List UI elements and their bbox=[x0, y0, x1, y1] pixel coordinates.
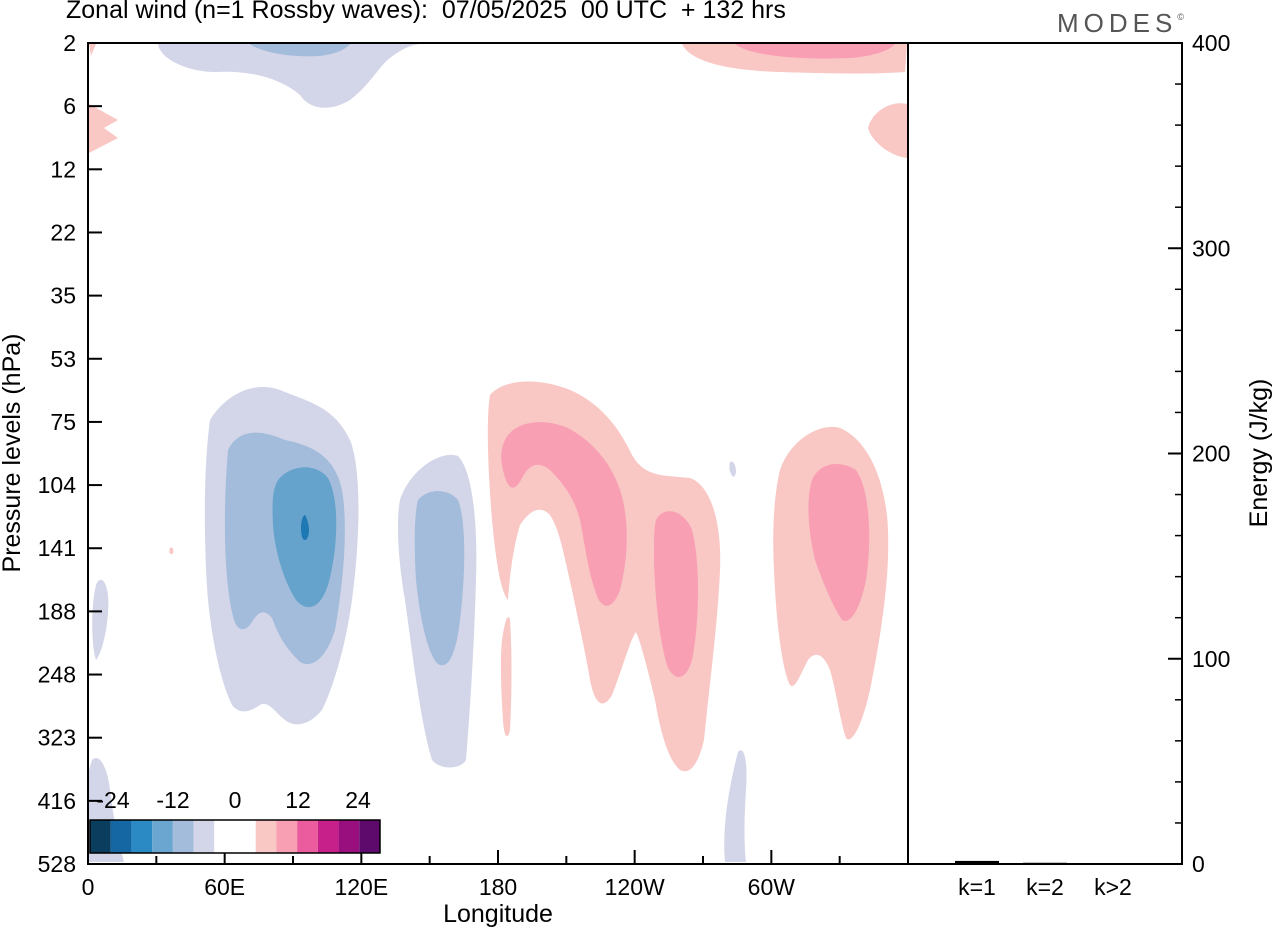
contour-region-pos2 bbox=[654, 511, 698, 678]
contour-region-pos1 bbox=[89, 104, 118, 153]
x-tick-label: 120E bbox=[334, 874, 388, 900]
colorbar-swatch bbox=[276, 820, 298, 853]
energy-axes: 0 100 200 300 400 k=1 k=2 k>2 bbox=[955, 30, 1230, 900]
contour-region-neg4 bbox=[301, 515, 309, 540]
energy-tick-label: 300 bbox=[1192, 235, 1230, 261]
contour-region-neg2 bbox=[250, 44, 350, 57]
energy-tick-label: 0 bbox=[1192, 851, 1205, 877]
y-tick-label: 2 bbox=[63, 30, 76, 56]
x-axis-title: Longitude bbox=[443, 900, 553, 928]
y-tick-label: 75 bbox=[50, 409, 76, 435]
brand-text: MODES bbox=[1057, 8, 1178, 38]
contour-region-neg1 bbox=[729, 461, 736, 477]
colorbar-swatch bbox=[255, 820, 277, 853]
y-tick-label: 104 bbox=[38, 472, 77, 498]
contour-region-pos1 bbox=[169, 547, 174, 555]
colorbar-swatch bbox=[193, 820, 215, 853]
colorbar-label: 12 bbox=[285, 787, 311, 813]
energy-bar bbox=[1023, 862, 1067, 864]
energy-axis-title: Energy (J/kg) bbox=[1245, 379, 1273, 528]
energy-tick-label: 100 bbox=[1192, 646, 1230, 672]
contour-region-neg2 bbox=[414, 491, 465, 666]
contour-region-pos1 bbox=[500, 616, 512, 736]
x-tick-label: 60W bbox=[748, 874, 796, 900]
contour-region-pos2 bbox=[735, 44, 895, 59]
contour-field bbox=[89, 44, 907, 862]
chart-title: Zonal wind (n=1 Rossby waves): 07/05/202… bbox=[66, 0, 786, 24]
y-axis-title: Pressure levels (hPa) bbox=[0, 334, 26, 573]
colorbar-swatch bbox=[338, 820, 360, 853]
colorbar-label: 0 bbox=[229, 787, 242, 813]
copyright-mark: © bbox=[1177, 12, 1184, 22]
y-tick-label: 12 bbox=[50, 156, 76, 182]
colorbar-swatch bbox=[359, 820, 380, 853]
energy-bar bbox=[1091, 863, 1135, 865]
x-tick-label: 60E bbox=[204, 874, 245, 900]
x-tick-label: 0 bbox=[82, 874, 95, 900]
colorbar-swatch bbox=[152, 820, 173, 853]
energy-category-label: k=2 bbox=[1026, 874, 1064, 900]
y-tick-label: 248 bbox=[38, 662, 76, 688]
y-tick-label: 416 bbox=[38, 788, 76, 814]
energy-bar bbox=[955, 860, 999, 864]
contour-region-pos2 bbox=[501, 422, 627, 606]
colorbar-swatch bbox=[235, 820, 256, 853]
y-tick-label: 323 bbox=[38, 725, 76, 751]
energy-tick-label: 400 bbox=[1192, 30, 1230, 56]
x-tick-label: 180 bbox=[479, 874, 517, 900]
colorbar-swatch bbox=[214, 820, 235, 853]
colorbar-swatch bbox=[297, 820, 318, 853]
contour-region-neg1 bbox=[92, 579, 109, 660]
contour-region-neg1 bbox=[158, 44, 420, 108]
y-tick-label: 53 bbox=[50, 346, 76, 372]
colorbar-frame bbox=[89, 819, 381, 854]
energy-tick-label: 200 bbox=[1192, 441, 1230, 467]
colorbar-swatch bbox=[110, 820, 132, 853]
colorbar-swatch bbox=[90, 820, 111, 853]
contour-region-pos1 bbox=[868, 103, 907, 158]
colorbar-label: 24 bbox=[345, 787, 371, 813]
colorbar: -24 -12 0 12 24 bbox=[89, 787, 381, 854]
y-tick-label: 188 bbox=[38, 598, 76, 624]
modes-logo: MODES© bbox=[1057, 8, 1184, 39]
colorbar-label: -12 bbox=[156, 787, 189, 813]
x-tick-label: 120W bbox=[605, 874, 665, 900]
contour-region-pos2 bbox=[808, 464, 870, 621]
contour-region-pos1 bbox=[89, 44, 96, 56]
colorbar-swatch bbox=[131, 820, 153, 853]
contour-region-neg1 bbox=[724, 750, 747, 862]
y-tick-label: 35 bbox=[50, 283, 76, 309]
energy-category-label: k>2 bbox=[1094, 874, 1132, 900]
colorbar-swatch bbox=[317, 820, 339, 853]
y-tick-label: 6 bbox=[63, 93, 76, 119]
y-tick-label: 141 bbox=[38, 535, 76, 561]
y-tick-label: 22 bbox=[50, 219, 76, 245]
colorbar-label: -24 bbox=[96, 787, 129, 813]
colorbar-swatch bbox=[172, 820, 194, 853]
y-tick-label: 528 bbox=[38, 851, 76, 877]
energy-panel-frame bbox=[907, 42, 1183, 865]
energy-category-label: k=1 bbox=[958, 874, 996, 900]
